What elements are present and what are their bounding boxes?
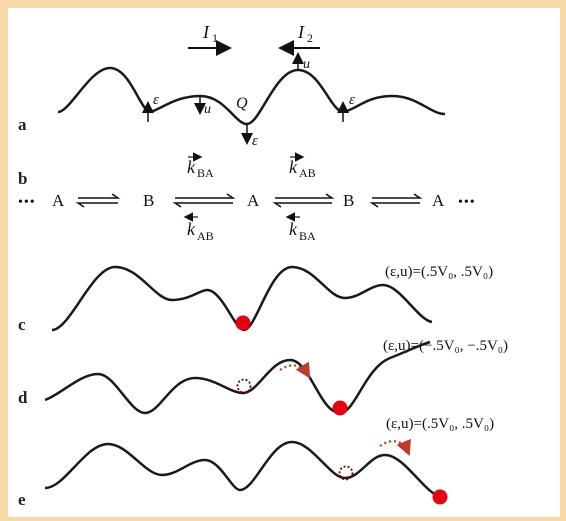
params-c: (ε,u)=(.5V₀, .5V₀): [385, 264, 493, 280]
current-i2-label: I: [297, 22, 305, 42]
current-i2-sub: 2: [307, 31, 313, 45]
svg-text:k: k: [187, 219, 196, 239]
rate-bottom-left: k AB: [183, 212, 214, 243]
current-i2: I 2: [278, 22, 320, 56]
svg-text:AB: AB: [299, 166, 316, 180]
panel-label-b: b: [18, 169, 27, 188]
particle-e-previous: [338, 465, 354, 481]
state-a-3: A: [432, 191, 445, 210]
figure-panel: [8, 8, 560, 517]
equilibrium-arrows: [75, 193, 423, 208]
state-b-2: B: [343, 191, 354, 210]
svg-text:BA: BA: [299, 229, 316, 243]
u-label-right: u: [303, 57, 310, 72]
leading-dots: •••: [18, 195, 36, 210]
u-label-left: u: [204, 102, 211, 117]
potential-curve-e: [44, 440, 443, 499]
q-label: Q: [236, 95, 248, 112]
svg-text:AB: AB: [197, 229, 214, 243]
state-a-1: A: [52, 191, 65, 210]
params-e: (ε,u)=(.5V₀, .5V₀): [386, 416, 494, 432]
panel-label-c: c: [18, 315, 26, 334]
harpoon-4: [369, 193, 423, 208]
epsilon-label-left: ε: [153, 92, 159, 108]
svg-text:k: k: [289, 219, 298, 239]
state-a-2: A: [247, 191, 260, 210]
epsilon-label-bottom: ε: [252, 133, 258, 149]
current-i1-sub: 1: [212, 31, 218, 45]
state-b-1: B: [143, 191, 154, 210]
panel-label-d: d: [18, 388, 28, 407]
panel-label-a: a: [18, 115, 27, 134]
trail-arrow-e: [379, 438, 411, 457]
svg-text:k: k: [187, 157, 196, 177]
harpoon-1: [75, 193, 121, 208]
particle-d-previous: [236, 378, 252, 394]
rate-top-left: k BA: [187, 152, 214, 180]
particle-c: [235, 315, 251, 331]
particle-e: [432, 489, 448, 505]
epsilon-label-right: ε: [349, 92, 355, 108]
harpoon-3: [272, 193, 335, 208]
current-i1: I 1: [188, 22, 232, 56]
rate-bottom-right: k BA: [285, 212, 316, 243]
params-d: (ε,u)=(−.5V₀, −.5V₀): [383, 338, 508, 354]
rate-top-right: k AB: [289, 152, 316, 180]
trailing-dots: •••: [458, 195, 476, 210]
svg-text:BA: BA: [197, 166, 214, 180]
particle-d: [332, 400, 348, 416]
harpoon-2: [172, 193, 236, 208]
current-i1-label: I: [202, 22, 210, 42]
panel-label-e: e: [18, 490, 26, 509]
svg-text:k: k: [289, 157, 298, 177]
